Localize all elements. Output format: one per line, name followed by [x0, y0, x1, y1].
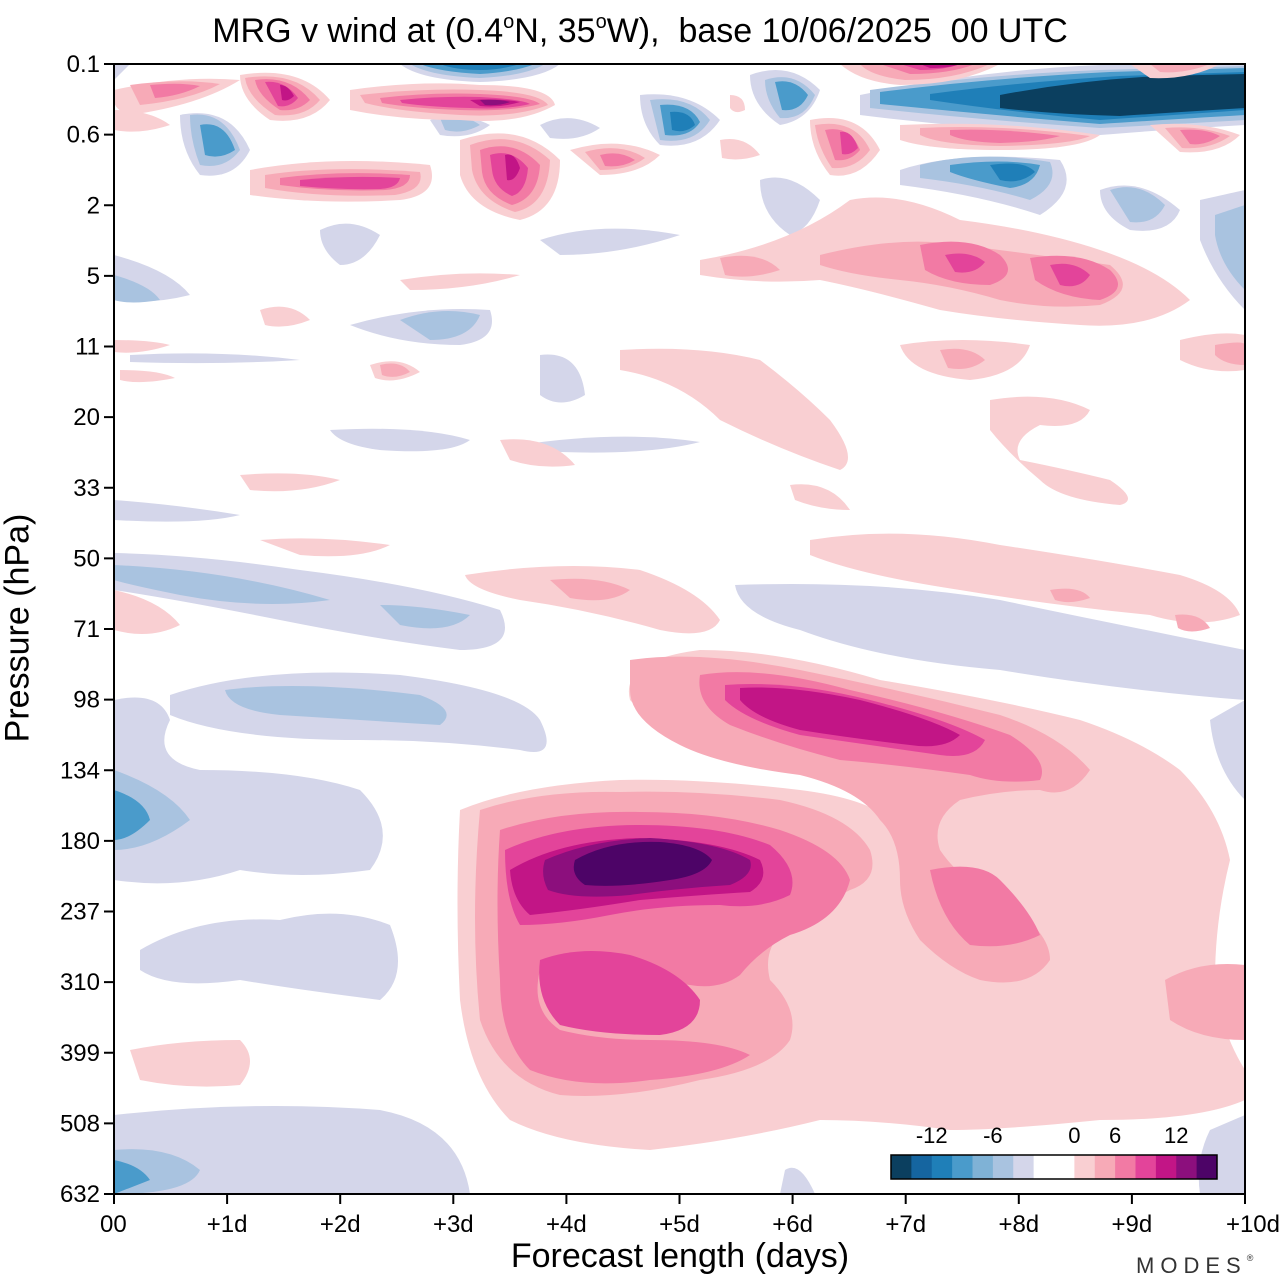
- pos-region-top6: [720, 139, 760, 160]
- y-tick-label: 33: [73, 475, 100, 502]
- y-tick-label: 20: [73, 404, 100, 431]
- neg-region-right-band: [735, 584, 1245, 700]
- neg-region-right-edge: [1210, 700, 1245, 800]
- x-tick-label: +8d: [998, 1211, 1039, 1238]
- neg-region-2: [540, 228, 680, 255]
- pos-region-71-left: [114, 590, 180, 634]
- x-tick-label: +4d: [546, 1211, 587, 1238]
- colorbar-tick-label: 6: [1109, 1123, 1121, 1148]
- y-tick-label: 399: [60, 1040, 100, 1067]
- neg-region-surface: [114, 1106, 470, 1194]
- pos-region-20-right: [990, 396, 1128, 505]
- chart-title: MRG v wind at (0.4oN, 35oW), base 10/06/…: [212, 11, 1068, 50]
- neg-region-11: [130, 353, 300, 364]
- pos-region-399: [130, 1040, 250, 1087]
- x-tick-label: +7d: [885, 1211, 926, 1238]
- neg-region-topleft: [114, 64, 130, 80]
- colorbar-legend: -12 -6 0 6 12: [890, 1123, 1218, 1180]
- colorbar-swatch: [1196, 1155, 1218, 1179]
- y-tick-label: 98: [73, 687, 100, 714]
- pos-region-top-left2: [114, 110, 170, 132]
- neg-region-2c: [760, 177, 820, 235]
- colorbar-swatch: [1094, 1155, 1116, 1179]
- colorbar-swatch: [992, 1155, 1014, 1179]
- y-tick-label: 0.1: [67, 51, 100, 78]
- y-axis-label: Pressure (hPa): [0, 513, 37, 743]
- x-tick-label: +3d: [433, 1211, 474, 1238]
- colorbar-swatch: [891, 1155, 912, 1179]
- x-tick-label: +5d: [659, 1211, 700, 1238]
- colorbar-swatch: [1155, 1155, 1177, 1179]
- y-tick-label: 180: [60, 828, 100, 855]
- y-tick-label: 508: [60, 1110, 100, 1137]
- y-tick-label: 134: [60, 757, 100, 784]
- x-tick-label: 00: [100, 1211, 127, 1238]
- y-tick-label: 50: [73, 545, 100, 572]
- y-tick-label: 632: [60, 1181, 100, 1208]
- neg-region-bottom-mid: [780, 1167, 815, 1194]
- x-axis: 00 +1d +2d +3d +4d +5d +6d +7d +8d +9d +10d: [100, 1194, 1280, 1238]
- colorbar-swatch: [1135, 1155, 1157, 1179]
- pos-region-11-left: [114, 340, 170, 353]
- neg-region-top6: [540, 118, 600, 139]
- colorbar-swatch: [1033, 1155, 1055, 1179]
- y-tick-label: 2: [87, 192, 100, 219]
- neg-region-left-troposphere: [114, 697, 383, 884]
- pos-region-11-left2: [120, 370, 175, 383]
- y-tick-label: 237: [60, 899, 100, 926]
- neg-region-33: [114, 500, 240, 522]
- neg-region-20-33: [330, 428, 470, 452]
- x-axis-label: Forecast length (days): [510, 1237, 850, 1275]
- x-tick-label: +2d: [320, 1211, 361, 1238]
- colorbar-swatch: [1074, 1155, 1096, 1179]
- x-tick-label: +9d: [1112, 1211, 1153, 1238]
- colorbar-swatch: [972, 1155, 994, 1179]
- negative-regions-level5: [1000, 74, 1245, 116]
- pos-region-20-33: [500, 439, 575, 467]
- neg-region-11b: [540, 354, 585, 403]
- pos-region-50-right: [810, 533, 1240, 623]
- pos-region-5-mid: [400, 273, 520, 290]
- positive-regions-level7: [573, 841, 712, 886]
- colorbar-swatch: [1176, 1155, 1198, 1179]
- y-axis: 0.1 0.6 2 5 11 20 33 50 71 98 134 180 237 310 399 508 63…: [60, 51, 114, 1208]
- pos-region-33: [240, 473, 340, 492]
- pos-region-11-33: [620, 348, 848, 470]
- neg-region-lower-left: [140, 913, 398, 1000]
- colorbar-swatch: [931, 1155, 953, 1179]
- colorbar-tick-label: 12: [1164, 1123, 1188, 1148]
- y-tick-label: 5: [87, 263, 100, 290]
- y-tick-label: 0.6: [67, 122, 100, 149]
- colorbar-swatch: [1013, 1155, 1035, 1179]
- pos-region-50-left: [260, 538, 390, 557]
- colorbar-tick-label: 0: [1068, 1123, 1080, 1148]
- colorbar-tick-label: -12: [916, 1123, 948, 1148]
- pos-region-top7: [730, 95, 745, 113]
- pos-region-5-left: [260, 306, 310, 327]
- colorbar-frame: [890, 1154, 1218, 1180]
- modes-logo: MODES®: [1136, 1253, 1254, 1278]
- x-tick-label: +6d: [772, 1211, 813, 1238]
- neg-region-2b: [320, 223, 380, 265]
- contour-field: [114, 64, 1245, 1194]
- colorbar-swatch: [952, 1155, 973, 1179]
- neg-region-20-33b: [520, 436, 700, 453]
- x-tick-label: +10d: [1226, 1211, 1280, 1238]
- colorbar-swatch: [911, 1155, 933, 1179]
- pos-region-33-mid: [790, 484, 850, 510]
- x-tick-label: +1d: [207, 1211, 248, 1238]
- y-tick-label: 71: [73, 616, 100, 643]
- colorbar-tick-label: -6: [983, 1123, 1003, 1148]
- colorbar-swatch: [1054, 1155, 1075, 1179]
- y-tick-label: 310: [60, 969, 100, 996]
- colorbar-swatch: [1115, 1155, 1136, 1179]
- y-tick-label: 11: [75, 334, 100, 361]
